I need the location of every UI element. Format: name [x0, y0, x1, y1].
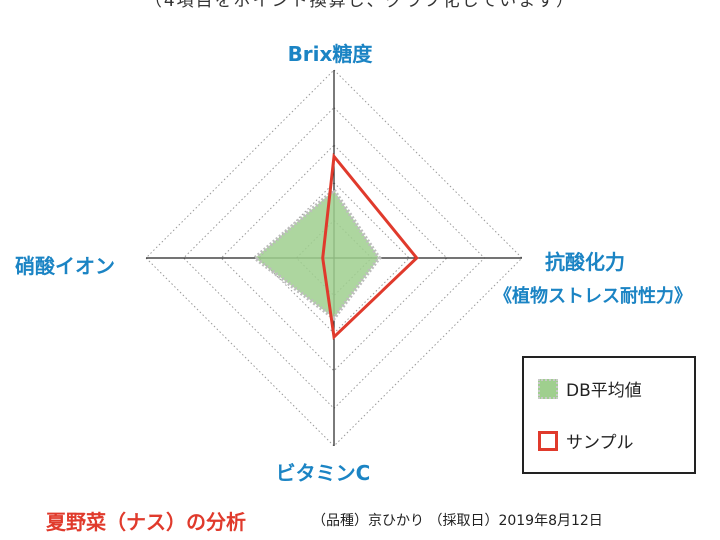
legend-label-sample: サンプル [566, 433, 634, 453]
grid-ring-5 [145, 69, 523, 447]
legend-item-sample: サンプル [538, 428, 634, 453]
axis-label-brix: Brix糖度 [287, 42, 373, 66]
axis-label-antioxidant: 抗酸化力 [545, 250, 625, 274]
sample-swatch-icon [538, 430, 558, 451]
legend-label-db-average: DB平均値 [566, 381, 642, 401]
axis-label-nitrate: 硝酸イオン [15, 254, 115, 278]
analysis-title: 夏野菜（ナス）の分析 [46, 510, 246, 534]
top-note: （4項目をポイント換算し、グラフ化しています） [144, 0, 576, 11]
legend-item-db-average: DB平均値 [538, 376, 642, 401]
series-db-average-area [251, 187, 382, 321]
axis-sublabel-antioxidant: 《植物ストレス耐性力》 [494, 286, 692, 307]
chart-legend: DB平均値 サンプル [522, 356, 696, 474]
variety-and-date: （品種）京ひかり （採取日）2019年8月12日 [312, 513, 603, 529]
axis-label-vitamin-c: ビタミンC [275, 461, 371, 485]
series-sample-outline [321, 152, 419, 341]
db-average-swatch-icon [538, 378, 558, 399]
